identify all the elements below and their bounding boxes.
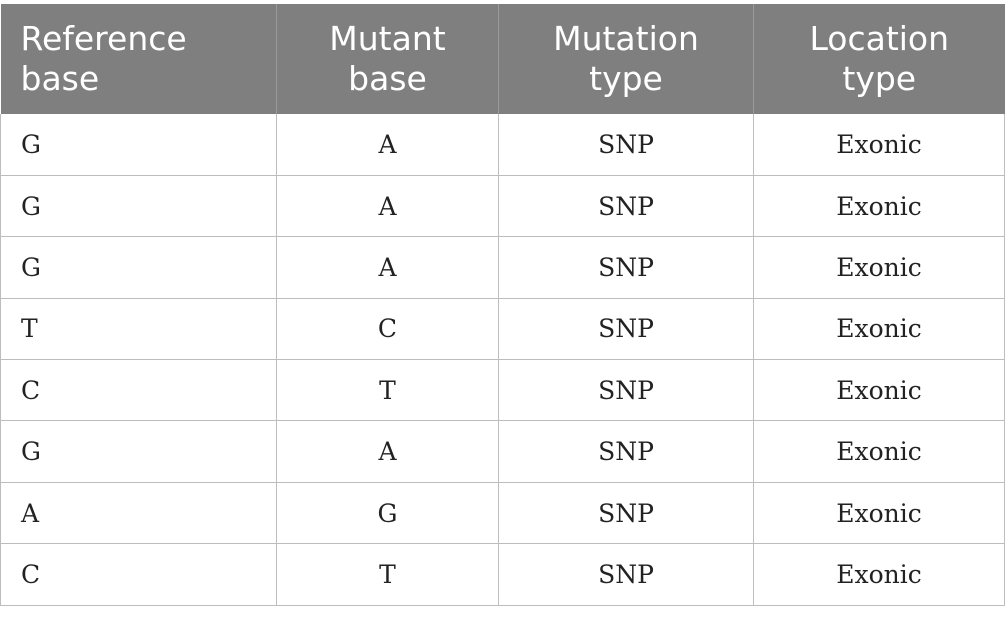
mutation-table: Reference base Mutant base Mutation type… <box>0 4 1005 606</box>
cell-reference-base: G <box>0 236 277 299</box>
cell-mutant-base: A <box>276 420 499 483</box>
cell-mutation-type: SNP <box>498 298 754 361</box>
cell-reference-base: C <box>0 543 277 606</box>
cell-reference-base: T <box>0 298 277 361</box>
cell-location-type: Exonic <box>753 175 1005 238</box>
cell-mutation-type: SNP <box>498 114 754 176</box>
cell-mutant-base: A <box>276 236 499 299</box>
table-row: A G SNP Exonic <box>0 482 1005 545</box>
cell-mutant-base: T <box>276 543 499 606</box>
cell-mutation-type: SNP <box>498 482 754 545</box>
table-row: T C SNP Exonic <box>0 298 1005 361</box>
table-row: G A SNP Exonic <box>0 236 1005 299</box>
cell-mutation-type: SNP <box>498 420 754 483</box>
header-location-type: Location type <box>753 4 1005 114</box>
cell-location-type: Exonic <box>753 543 1005 606</box>
cell-mutant-base: A <box>276 175 499 238</box>
header-mutation-type: Mutation type <box>498 4 754 114</box>
table-row: C T SNP Exonic <box>0 543 1005 606</box>
cell-mutant-base: A <box>276 114 499 176</box>
header-mutant-base: Mutant base <box>276 4 499 114</box>
cell-location-type: Exonic <box>753 420 1005 483</box>
cell-mutation-type: SNP <box>498 175 754 238</box>
cell-location-type: Exonic <box>753 359 1005 422</box>
table-row: G A SNP Exonic <box>0 114 1005 176</box>
cell-mutation-type: SNP <box>498 543 754 606</box>
table-body: G A SNP Exonic G A SNP Exonic G A SNP Exonic T C SNP Ex… <box>0 114 1005 606</box>
cell-mutant-base: C <box>276 298 499 361</box>
table-header: Reference base Mutant base Mutation type… <box>0 4 1005 114</box>
cell-mutation-type: SNP <box>498 236 754 299</box>
cell-reference-base: G <box>0 175 277 238</box>
cell-location-type: Exonic <box>753 236 1005 299</box>
cell-mutation-type: SNP <box>498 359 754 422</box>
cell-location-type: Exonic <box>753 114 1005 176</box>
cell-reference-base: G <box>0 114 277 176</box>
cell-mutant-base: G <box>276 482 499 545</box>
header-row: Reference base Mutant base Mutation type… <box>0 4 1005 114</box>
cell-reference-base: G <box>0 420 277 483</box>
cell-location-type: Exonic <box>753 482 1005 545</box>
cell-location-type: Exonic <box>753 298 1005 361</box>
header-reference-base: Reference base <box>0 4 277 114</box>
cell-reference-base: C <box>0 359 277 422</box>
cell-reference-base: A <box>0 482 277 545</box>
table-row: C T SNP Exonic <box>0 359 1005 422</box>
cell-mutant-base: T <box>276 359 499 422</box>
table-row: G A SNP Exonic <box>0 420 1005 483</box>
table-row: G A SNP Exonic <box>0 175 1005 238</box>
